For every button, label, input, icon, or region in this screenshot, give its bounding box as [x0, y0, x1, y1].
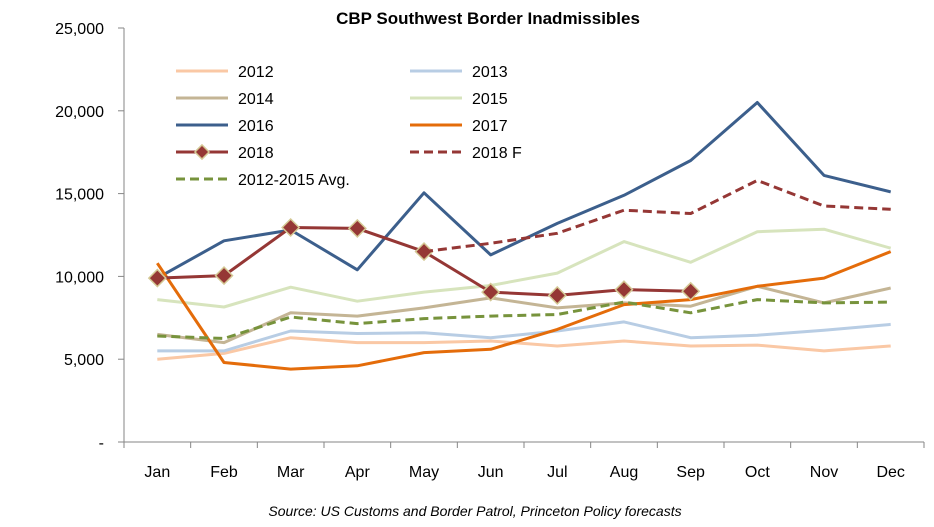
- x-tick-label: Mar: [277, 464, 305, 481]
- legend-label: 2016: [238, 118, 274, 135]
- x-tick-label: Jul: [547, 464, 567, 481]
- series-line-2012: [157, 336, 891, 361]
- data-point-marker: [681, 281, 701, 301]
- series-line-2013: [157, 320, 891, 353]
- data-point-marker: [214, 266, 234, 286]
- axes: - 5,000 10,000 15,000 20,000 25,000 Jan Feb Mar A…: [55, 21, 925, 481]
- legend-label: 2012: [238, 64, 274, 81]
- data-point-marker: [614, 280, 634, 300]
- chart-title: CBP Southwest Border Inadmissibles: [336, 9, 640, 28]
- x-tick-label: Apr: [345, 464, 371, 481]
- x-tick-label: Jan: [144, 464, 170, 481]
- legend-label: 2014: [238, 91, 274, 108]
- chart-source-note: Source: US Customs and Border Patrol, Pr…: [268, 503, 681, 519]
- legend-label: 2013: [472, 64, 508, 81]
- y-tick-label: -: [99, 435, 104, 452]
- legend: 2012 2013 2014 2015 2016 2017 2018 2018 F 2012-2…: [176, 64, 522, 189]
- y-tick-label: 25,000: [55, 21, 104, 38]
- legend-marker: [193, 143, 211, 161]
- x-tick-label: Aug: [610, 464, 638, 481]
- legend-label: 2017: [472, 118, 508, 135]
- legend-label: 2018 F: [472, 145, 522, 162]
- y-tick-label: 10,000: [55, 269, 104, 286]
- x-tick-label: Oct: [745, 464, 770, 481]
- series-line-2012-2015-avg-: [157, 298, 891, 340]
- x-tick-label: Feb: [210, 464, 238, 481]
- data-point-marker: [547, 285, 567, 306]
- data-point-marker: [347, 218, 367, 238]
- x-tick-label: Dec: [876, 464, 904, 481]
- x-tick-label: Jun: [478, 464, 504, 481]
- legend-label: 2012-2015 Avg.: [238, 172, 350, 189]
- y-tick-label: 5,000: [64, 352, 104, 369]
- legend-label: 2015: [472, 91, 508, 108]
- x-tick-label: Sep: [676, 464, 705, 481]
- data-point-marker: [281, 217, 301, 238]
- y-tick-label: 15,000: [55, 187, 104, 204]
- series-line-2015: [157, 227, 892, 309]
- y-tick-label: 20,000: [55, 104, 104, 121]
- x-tick-label: May: [409, 464, 439, 481]
- series-line-2017: [156, 250, 892, 371]
- series-line-2018-f: [423, 178, 891, 254]
- x-tick-label: Nov: [810, 464, 838, 481]
- data-point-marker: [147, 268, 167, 288]
- data-point-marker: [481, 282, 501, 302]
- series-lines: [147, 101, 892, 371]
- legend-label: 2018: [238, 145, 274, 162]
- series-line-2014: [157, 284, 892, 345]
